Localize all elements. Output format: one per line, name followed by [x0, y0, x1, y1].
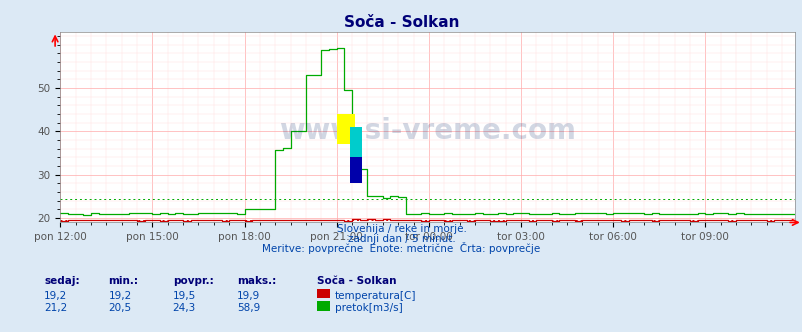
Text: sedaj:: sedaj: — [44, 276, 79, 286]
Text: Slovenija / reke in morje.: Slovenija / reke in morje. — [336, 224, 466, 234]
Text: 21,2: 21,2 — [44, 303, 67, 313]
Text: povpr.:: povpr.: — [172, 276, 213, 286]
Bar — [349, 127, 362, 162]
Text: Meritve: povprečne  Enote: metrične  Črta: povprečje: Meritve: povprečne Enote: metrične Črta:… — [262, 242, 540, 254]
Text: 19,2: 19,2 — [44, 291, 67, 301]
Text: pretok[m3/s]: pretok[m3/s] — [334, 303, 402, 313]
Text: 19,2: 19,2 — [108, 291, 132, 301]
Text: Soča - Solkan: Soča - Solkan — [317, 276, 396, 286]
Text: zadnji dan / 5 minut.: zadnji dan / 5 minut. — [347, 234, 455, 244]
Text: maks.:: maks.: — [237, 276, 276, 286]
Text: www.si-vreme.com: www.si-vreme.com — [279, 117, 575, 145]
Text: 19,5: 19,5 — [172, 291, 196, 301]
Text: Soča - Solkan: Soča - Solkan — [343, 15, 459, 30]
Text: min.:: min.: — [108, 276, 138, 286]
Text: 20,5: 20,5 — [108, 303, 132, 313]
Text: 58,9: 58,9 — [237, 303, 260, 313]
Text: 19,9: 19,9 — [237, 291, 260, 301]
Bar — [336, 114, 354, 144]
Bar — [349, 157, 362, 183]
Text: 24,3: 24,3 — [172, 303, 196, 313]
Text: temperatura[C]: temperatura[C] — [334, 291, 415, 301]
